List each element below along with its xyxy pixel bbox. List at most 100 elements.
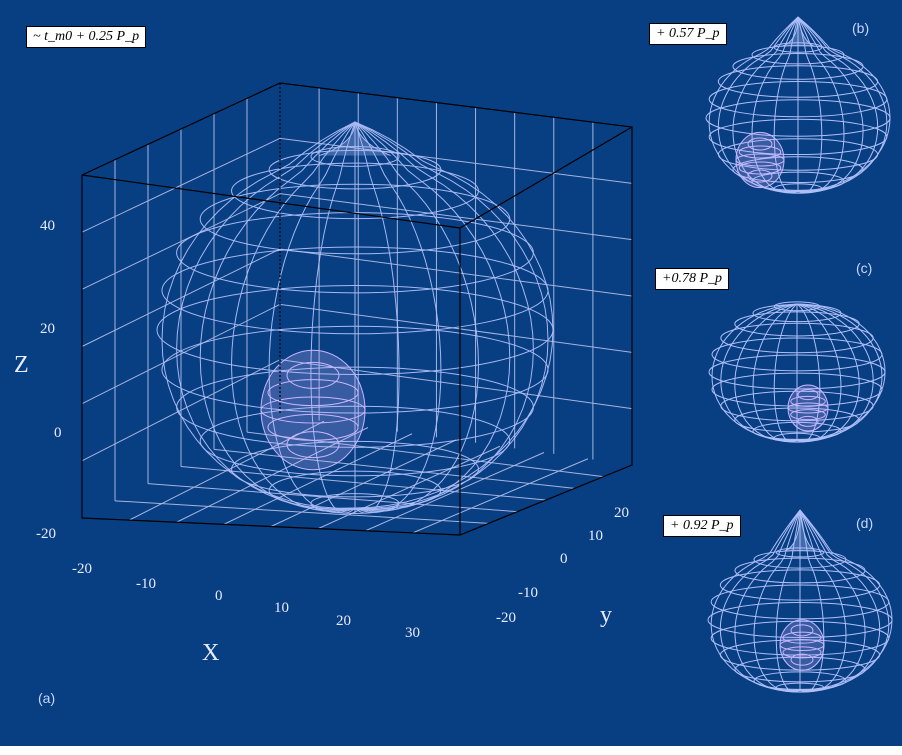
core-ring — [747, 169, 773, 183]
z-tick-label: 20 — [40, 321, 55, 337]
core-outline — [260, 349, 366, 471]
panel-c-tag: (c) — [856, 260, 873, 276]
mesh-tip — [319, 121, 391, 157]
grid-line — [147, 483, 518, 513]
mesh-meridian — [797, 16, 891, 192]
core-ring — [779, 639, 825, 651]
mesh-meridian — [753, 509, 801, 693]
mesh-meridian — [199, 121, 356, 511]
panel-d-mesh — [707, 509, 893, 693]
y-tick-label: 0 — [560, 551, 568, 567]
core-ring — [286, 431, 340, 459]
mesh-lines — [156, 121, 554, 514]
core-outline — [779, 619, 825, 671]
core-ring — [286, 361, 340, 389]
z-tick-label: -20 — [36, 526, 56, 542]
z-tick-label: 40 — [40, 218, 55, 234]
mesh-meridian — [796, 303, 874, 442]
mesh-meridian — [354, 121, 480, 512]
panel-d-time-label: + 0.92 P_p — [663, 515, 741, 537]
x-tick-label: -20 — [72, 561, 92, 577]
z-axis-label: Z — [14, 352, 29, 378]
grid-line — [114, 500, 489, 524]
core-ring — [782, 631, 822, 644]
mesh-meridian — [796, 303, 821, 443]
mesh-meridian — [773, 303, 798, 443]
panel-c-time-label: +0.78 P_p — [655, 268, 729, 290]
panel-b-mesh — [705, 16, 891, 194]
mesh-meridian — [797, 16, 864, 193]
core-ring — [267, 379, 359, 407]
grid-line — [279, 248, 633, 297]
mesh-meridian — [268, 121, 356, 513]
mesh-lines — [705, 16, 891, 194]
mesh-meridian — [354, 121, 400, 514]
core-lines — [787, 384, 829, 432]
mesh-tip — [781, 16, 815, 47]
core-ring — [790, 653, 814, 666]
core-lines — [260, 349, 366, 471]
panel-d-tag: (d) — [856, 515, 874, 531]
x-tick-label: 0 — [215, 588, 223, 604]
axis-box-frame — [81, 82, 633, 536]
mesh-meridian — [796, 303, 886, 441]
mesh-meridian — [775, 509, 801, 693]
mesh-lines — [707, 509, 893, 693]
mesh-meridian — [310, 121, 356, 514]
z-tick-label: 0 — [54, 425, 62, 441]
mesh-meridian — [799, 509, 881, 691]
core-ring — [747, 137, 773, 151]
mesh-tip — [783, 509, 817, 552]
y-axis-label: y — [600, 602, 612, 628]
mesh-meridian — [799, 509, 893, 691]
panel-b-time-label: + 0.57 P_p — [649, 23, 727, 45]
z-axis-ticks: 40 20 0 -20 — [36, 218, 62, 542]
mesh-meridian — [797, 16, 879, 192]
core-ring — [267, 413, 359, 441]
y-tick-label: -20 — [496, 610, 516, 626]
mesh-meridian — [176, 121, 356, 510]
grid-line — [279, 137, 633, 184]
mesh-meridian — [354, 121, 549, 509]
core-ring — [797, 389, 819, 401]
grid-line — [279, 303, 633, 353]
mesh-meridian — [796, 303, 860, 442]
x-tick-label: 30 — [405, 625, 420, 641]
y-tick-label: -10 — [518, 585, 538, 601]
main-envelope-mesh — [156, 121, 554, 514]
mesh-meridian — [354, 121, 534, 510]
core-outline — [735, 131, 785, 189]
mesh-meridian — [710, 509, 801, 691]
x-tick-label: 10 — [274, 600, 289, 616]
main-core-mesh — [260, 349, 366, 471]
core-ring — [787, 402, 829, 414]
core-ring — [735, 153, 785, 167]
mesh-meridian — [796, 303, 842, 442]
mesh-meridian — [797, 16, 845, 194]
core-lines — [735, 131, 785, 189]
grid-line — [246, 431, 604, 478]
mesh-meridian — [799, 509, 866, 692]
grid-line — [279, 359, 633, 410]
x-axis-label: X — [202, 640, 219, 666]
mesh-meridian — [354, 121, 442, 513]
core-ring — [738, 145, 782, 159]
core-ring — [738, 161, 782, 175]
core-ring — [790, 409, 826, 421]
panel-b-tag: (b) — [852, 20, 870, 36]
x-axis-ticks: -20 -10 0 10 20 30 — [72, 561, 420, 641]
core-outline — [787, 384, 829, 432]
y-tick-label: 10 — [588, 528, 603, 544]
y-tick-label: 20 — [614, 505, 629, 521]
mesh-meridian — [799, 509, 825, 693]
mesh-meridian — [773, 16, 799, 194]
core-ring — [790, 395, 826, 407]
core-ring — [782, 646, 822, 659]
mesh-meridian — [161, 121, 356, 509]
panel-c-mesh — [708, 301, 886, 443]
mesh-meridian — [708, 16, 799, 192]
panel-a-time-label: ~ t_m0 + 0.25 P_p — [26, 26, 147, 48]
grid-line — [213, 448, 575, 489]
